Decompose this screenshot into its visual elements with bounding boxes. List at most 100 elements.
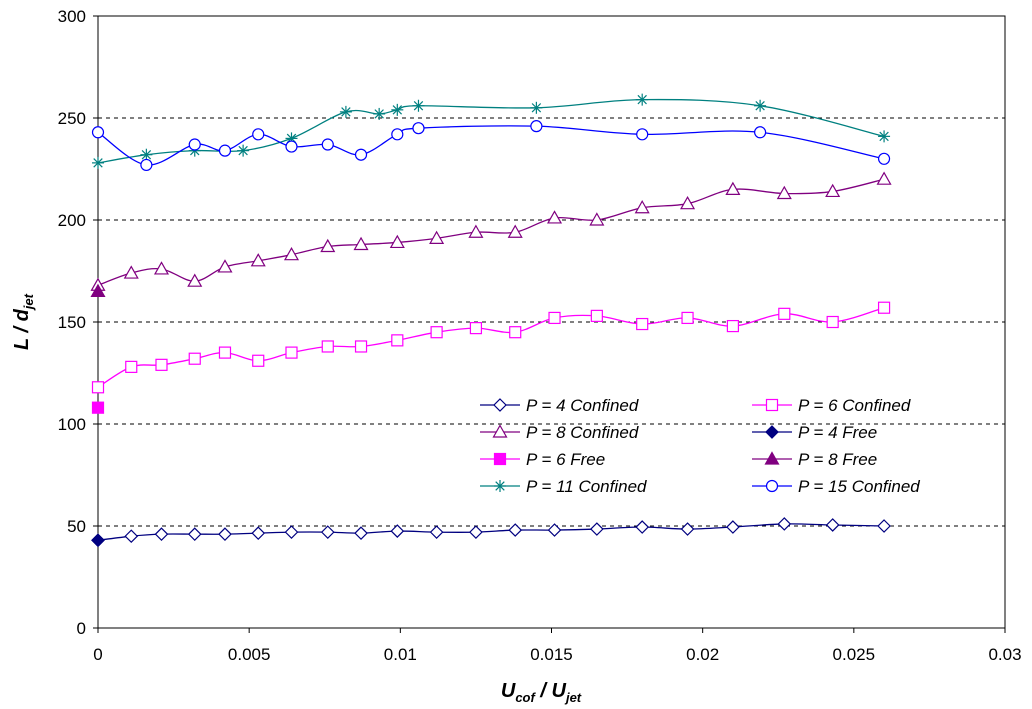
- y-tick-label: 150: [58, 313, 86, 332]
- x-axis-title-mid: / U: [535, 680, 567, 702]
- data-point: [283, 246, 300, 261]
- y-tick-label: 100: [58, 415, 86, 434]
- legend-marker: [764, 451, 780, 465]
- legend-label: P = 6 Free: [526, 450, 605, 469]
- data-point: [430, 326, 443, 339]
- x-axis-title-main: U: [501, 680, 516, 702]
- data-point: [252, 354, 265, 367]
- series-line: [97, 178, 885, 286]
- data-series: [90, 93, 892, 548]
- data-point: [468, 224, 484, 238]
- y-tick-label: 50: [67, 517, 86, 536]
- series-p-15-confined: [91, 120, 891, 172]
- data-point: [876, 171, 892, 185]
- data-point: [320, 525, 335, 539]
- data-point: [251, 526, 266, 540]
- series-line: [97, 98, 885, 164]
- legend-marker: [765, 479, 779, 493]
- data-point: [778, 307, 791, 320]
- data-point: [321, 340, 334, 353]
- data-point: [91, 533, 105, 548]
- data-point: [726, 319, 740, 333]
- x-tick-label: 0.015: [530, 645, 573, 664]
- x-axis-title-sub: cof: [515, 690, 536, 705]
- data-point: [187, 273, 203, 287]
- data-point: [140, 148, 153, 161]
- legend: P = 4 Confined P = 6 Confined P = 8 Confin…: [480, 396, 920, 496]
- data-point: [389, 234, 405, 249]
- y-tick-label: 300: [58, 7, 86, 26]
- data-point: [636, 93, 649, 106]
- y-tick-label: 0: [77, 619, 86, 638]
- data-point: [878, 130, 891, 143]
- data-point: [391, 103, 404, 116]
- data-point: [412, 122, 425, 135]
- data-point: [320, 238, 336, 253]
- y-axis-title-sub: jet: [21, 293, 36, 311]
- data-point: [250, 253, 266, 267]
- y-axis-title-main: L / d: [11, 308, 33, 350]
- data-point: [252, 128, 265, 141]
- data-point: [680, 195, 696, 210]
- series-p-8-confined: [90, 171, 892, 291]
- data-point: [877, 301, 891, 314]
- data-point: [218, 527, 232, 542]
- series-p-11-confined: [92, 93, 891, 169]
- data-point: [530, 120, 543, 133]
- y-tick-label: 200: [58, 211, 86, 230]
- data-point: [530, 101, 543, 114]
- data-point: [825, 183, 841, 198]
- data-point: [391, 334, 404, 347]
- legend-item-p-8-confined: P = 8 Confined: [480, 423, 639, 442]
- legend-item-p-15-confined: P = 15 Confined: [752, 477, 920, 496]
- data-point: [217, 259, 233, 273]
- legend-marker: [493, 452, 507, 466]
- data-point: [469, 322, 483, 335]
- data-point: [237, 144, 250, 157]
- data-point: [412, 99, 425, 112]
- data-point: [124, 529, 139, 544]
- data-point: [429, 525, 444, 539]
- legend-item-p-8-free: P = 8 Free: [752, 450, 877, 469]
- data-point: [187, 527, 202, 542]
- data-point: [285, 346, 298, 359]
- data-point: [218, 346, 232, 359]
- data-point: [507, 224, 523, 238]
- data-point: [354, 148, 368, 161]
- x-tick-label: 0: [93, 645, 102, 664]
- legend-label: P = 4 Free: [798, 423, 877, 442]
- data-point: [218, 144, 232, 157]
- data-point: [91, 401, 105, 414]
- data-point: [877, 519, 891, 533]
- data-point: [155, 358, 168, 371]
- data-point: [354, 526, 368, 540]
- data-point: [90, 283, 106, 297]
- data-point: [634, 200, 650, 214]
- data-point: [508, 523, 523, 537]
- data-point: [321, 138, 334, 151]
- data-point: [635, 520, 650, 534]
- data-point: [726, 520, 740, 534]
- data-point: [546, 210, 563, 224]
- legend-item-p-4-free: P = 4 Free: [752, 423, 877, 442]
- data-point: [354, 340, 368, 353]
- series-line: [97, 307, 885, 388]
- legend-marker: [765, 425, 779, 439]
- x-tick-label: 0.005: [228, 645, 271, 664]
- legend-marker: [765, 398, 779, 412]
- legend-item-p-4-confined: P = 4 Confined: [480, 396, 639, 415]
- data-point: [548, 311, 561, 325]
- data-point: [825, 518, 840, 532]
- legend-marker: [492, 424, 508, 438]
- data-point: [469, 525, 483, 539]
- x-tick-label: 0.02: [686, 645, 719, 664]
- x-tick-label: 0.025: [833, 645, 876, 664]
- data-point: [353, 236, 369, 251]
- data-point: [391, 128, 404, 141]
- data-point: [754, 99, 767, 112]
- data-point: [285, 140, 298, 153]
- data-point: [92, 156, 104, 169]
- data-point: [91, 126, 105, 139]
